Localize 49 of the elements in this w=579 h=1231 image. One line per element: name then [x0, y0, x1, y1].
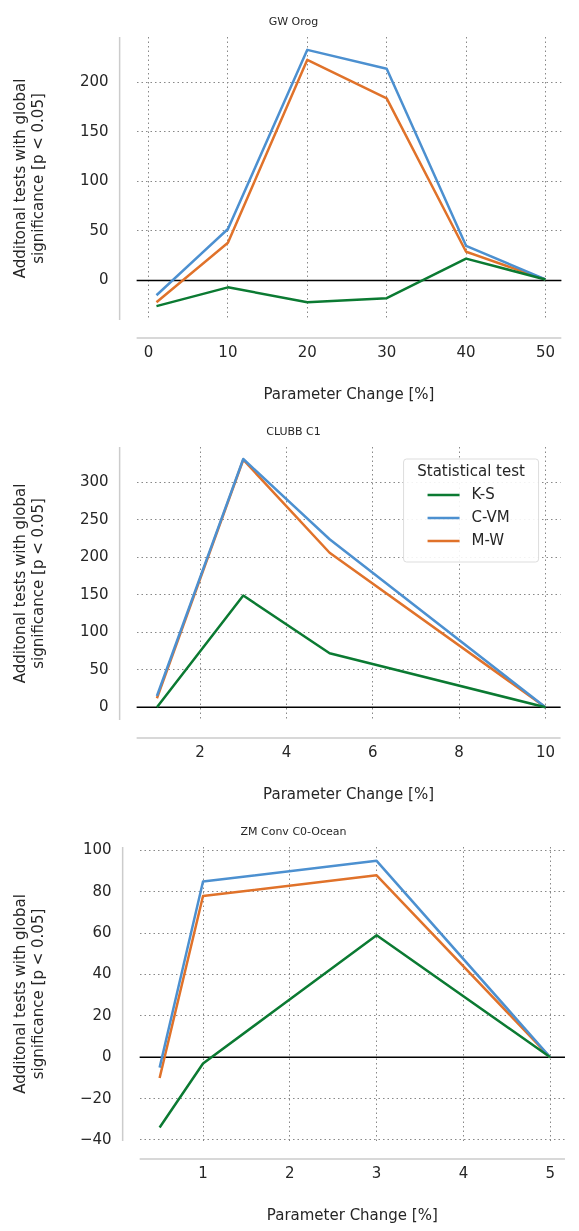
y-axis-title: Additonal tests with global significance [p < 0.05] — [10, 894, 47, 1094]
x-tick-label: 20 — [297, 342, 317, 361]
y-tick-label: 150 — [79, 584, 109, 603]
x-tick-label: 10 — [535, 742, 555, 761]
x-tick-label: 2 — [195, 742, 205, 761]
y-tick-label: 100 — [79, 171, 109, 190]
y-tick-label: 300 — [79, 472, 109, 491]
y-tick-label: −20 — [80, 1088, 112, 1107]
y-tick-label: 0 — [102, 1047, 112, 1066]
x-axis-title: Parameter Change [%] — [263, 384, 435, 403]
y-axis-title: Additonal tests with global significance [p < 0.05] — [10, 78, 47, 279]
legend-label: M-W — [471, 530, 505, 549]
y-tick-label: 100 — [83, 840, 112, 859]
chart-title: GW Orog — [268, 15, 319, 29]
y-tick-label: 150 — [79, 121, 109, 140]
chart-title: ZM Conv C0-Ocean — [240, 825, 347, 839]
x-tick-label: 0 — [143, 342, 154, 361]
y-tick-label: 200 — [79, 547, 109, 566]
y-tick-label: 0 — [99, 697, 109, 716]
x-tick-label: 5 — [545, 1163, 555, 1182]
x-tick-label: 30 — [377, 342, 397, 361]
y-axis-title: Additonal tests with global significance [p < 0.05] — [10, 483, 47, 684]
legend-label: K-S — [471, 484, 495, 503]
y-tick-label: 60 — [92, 923, 112, 942]
y-tick-label: 0 — [99, 270, 109, 289]
x-tick-label: 10 — [218, 342, 238, 361]
legend-label: C-VM — [471, 507, 510, 526]
y-tick-label: 100 — [79, 622, 109, 641]
y-tick-label: −40 — [80, 1129, 112, 1148]
y-tick-label: 40 — [92, 964, 112, 983]
x-tick-label: 50 — [535, 342, 555, 361]
x-tick-label: 6 — [368, 742, 378, 761]
x-axis-title: Parameter Change [%] — [266, 1205, 438, 1224]
legend-title: Statistical test — [417, 461, 526, 480]
x-tick-label: 40 — [456, 342, 476, 361]
y-tick-label: 20 — [92, 1005, 112, 1024]
y-tick-label: 80 — [92, 881, 112, 900]
y-tick-label: 200 — [79, 72, 109, 91]
x-tick-label: 1 — [198, 1163, 208, 1182]
x-tick-label: 4 — [458, 1163, 469, 1182]
x-tick-label: 8 — [454, 742, 464, 761]
y-tick-label: 50 — [89, 220, 109, 239]
x-axis-title: Parameter Change [%] — [263, 784, 435, 803]
y-tick-label: 50 — [89, 659, 109, 678]
x-tick-label: 3 — [371, 1163, 382, 1182]
y-tick-label: 250 — [79, 509, 109, 528]
chart-title: CLUBB C1 — [266, 425, 321, 439]
x-tick-label: 2 — [285, 1163, 295, 1182]
x-tick-label: 4 — [281, 742, 292, 761]
